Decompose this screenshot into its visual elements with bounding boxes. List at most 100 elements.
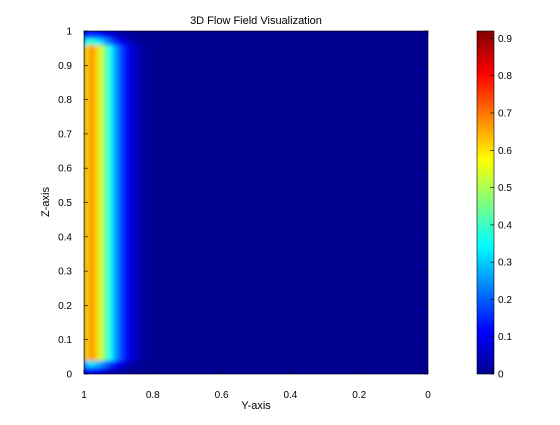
heatmap-cell	[142, 64, 149, 73]
heatmap-cell	[343, 359, 350, 368]
heatmap-cell	[353, 250, 360, 258]
heatmap-cell	[309, 195, 316, 203]
heatmap-cell	[132, 140, 139, 149]
heatmap-cell	[373, 188, 380, 197]
heatmap-cell	[235, 332, 242, 341]
heatmap-cell	[235, 78, 242, 87]
heatmap-cell	[88, 71, 95, 80]
heatmap-cell	[240, 119, 247, 128]
heatmap-cell	[152, 346, 159, 354]
heatmap-cell	[127, 339, 134, 348]
heatmap-cell	[358, 71, 365, 80]
heatmap-cell	[250, 318, 257, 327]
heatmap-cell	[373, 346, 380, 354]
heatmap-cell	[147, 160, 154, 169]
heatmap-cell	[181, 311, 188, 320]
heatmap-cell	[84, 311, 90, 320]
heatmap-cell	[98, 119, 105, 128]
heatmap-cell	[348, 291, 355, 300]
heatmap-cell	[412, 263, 419, 272]
heatmap-cell	[402, 236, 409, 245]
heatmap-cell	[358, 236, 365, 245]
heatmap-cell	[329, 304, 336, 313]
heatmap-cell	[181, 243, 188, 252]
heatmap-cell	[284, 195, 291, 203]
heatmap-cell	[275, 188, 282, 197]
heatmap-cell	[309, 250, 316, 258]
heatmap-cell	[255, 277, 262, 286]
colorbar: 00.10.20.30.40.50.60.70.80.9	[476, 30, 512, 381]
heatmap-cell	[98, 304, 105, 313]
heatmap-cell	[127, 126, 134, 135]
heatmap-cell	[117, 304, 124, 313]
heatmap-cell	[122, 339, 129, 348]
heatmap-cell	[127, 325, 134, 334]
heatmap-cell	[309, 263, 316, 272]
heatmap-cell	[358, 222, 365, 231]
heatmap-cell	[250, 222, 257, 231]
heatmap-cell	[260, 263, 267, 272]
heatmap-cell	[270, 291, 277, 300]
heatmap-cell	[402, 31, 409, 39]
heatmap-cell	[137, 31, 144, 39]
heatmap-cell	[368, 181, 375, 190]
heatmap-cell	[162, 277, 169, 286]
heatmap-cell	[152, 270, 159, 279]
heatmap-cell	[221, 37, 228, 46]
heatmap-cell	[250, 160, 257, 169]
heatmap-cell	[201, 64, 208, 73]
heatmap-cell	[260, 140, 267, 149]
heatmap-cell	[167, 263, 173, 272]
heatmap-cell	[108, 222, 114, 231]
heatmap-cell	[309, 31, 316, 39]
heatmap-cell	[388, 51, 395, 59]
heatmap-cell	[373, 298, 380, 306]
heatmap-cell	[417, 188, 424, 197]
heatmap-cell	[294, 263, 301, 272]
heatmap-cell	[147, 304, 154, 313]
heatmap-cell	[230, 339, 237, 348]
heatmap-cell	[108, 366, 114, 374]
heatmap-cell	[284, 339, 291, 348]
heatmap-cell	[122, 51, 129, 59]
heatmap-cell	[270, 126, 277, 135]
heatmap-cell	[167, 112, 173, 121]
heatmap-cell	[147, 215, 154, 224]
heatmap-cell	[142, 71, 149, 80]
heatmap-cell	[260, 188, 267, 197]
heatmap-cell	[132, 366, 139, 374]
heatmap-cell	[196, 366, 203, 374]
heatmap-cell	[284, 332, 291, 341]
heatmap-cell	[383, 256, 390, 265]
heatmap-cell	[93, 126, 100, 135]
heatmap-cell	[226, 188, 232, 197]
heatmap-cell	[353, 263, 360, 272]
heatmap-cell	[142, 277, 149, 286]
heatmap-cell	[348, 325, 355, 334]
heatmap-cell	[132, 105, 139, 114]
heatmap-cell	[226, 229, 232, 238]
heatmap-cell	[353, 92, 360, 101]
heatmap-cell	[216, 339, 223, 348]
heatmap-cell	[186, 352, 193, 361]
heatmap-cell	[270, 31, 277, 39]
heatmap-cell	[103, 92, 110, 101]
heatmap-cell	[93, 37, 100, 46]
heatmap-cell	[294, 332, 301, 341]
heatmap-cell	[299, 263, 306, 272]
heatmap-cell	[407, 298, 414, 306]
heatmap-cell	[343, 92, 350, 101]
heatmap-cell	[186, 51, 193, 59]
heatmap-cell	[260, 153, 267, 162]
heatmap-cell	[348, 78, 355, 87]
heatmap-cell	[127, 229, 134, 238]
heatmap-cell	[343, 160, 350, 169]
heatmap-cell	[343, 270, 350, 279]
heatmap-cell	[358, 284, 365, 293]
heatmap-cell	[226, 236, 232, 245]
heatmap-cell	[324, 332, 331, 341]
heatmap-cell	[417, 92, 424, 101]
heatmap-cell	[84, 147, 90, 155]
heatmap-cell	[176, 202, 183, 210]
heatmap-cell	[363, 325, 370, 334]
